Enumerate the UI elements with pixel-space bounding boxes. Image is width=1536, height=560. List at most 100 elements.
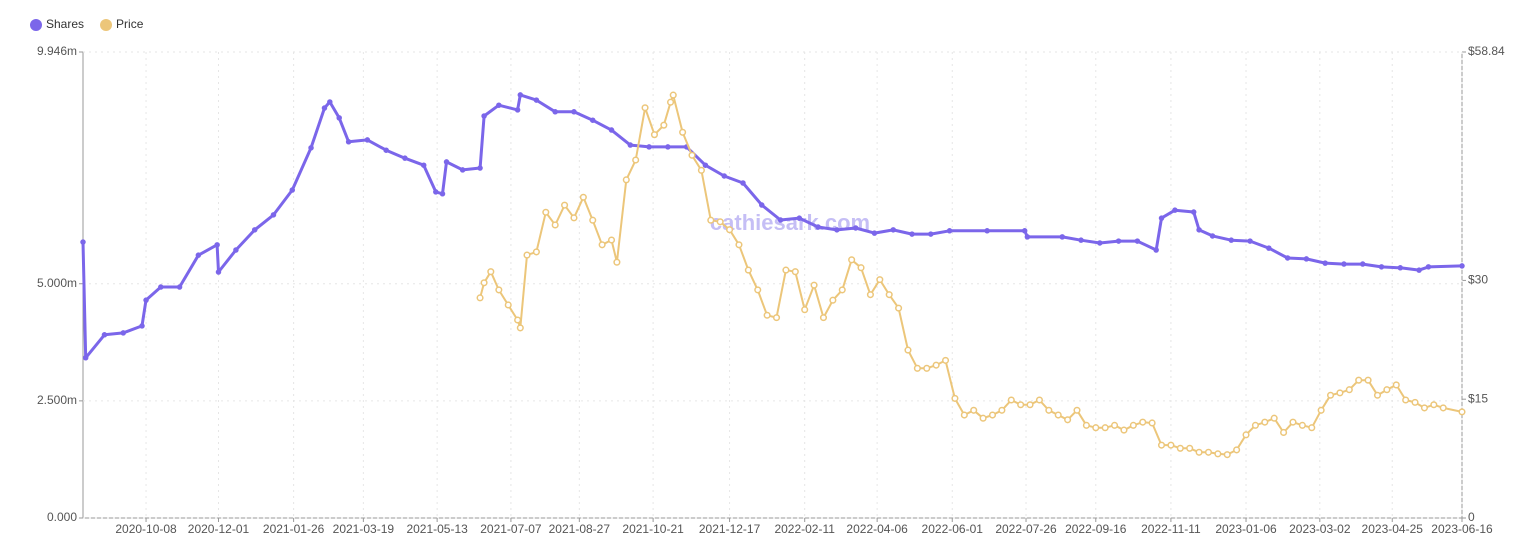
data-point bbox=[523, 251, 531, 259]
data-point bbox=[1439, 404, 1447, 412]
data-point bbox=[622, 176, 630, 184]
x-tick-label: 2023-04-25 bbox=[1362, 522, 1424, 536]
data-point bbox=[1026, 401, 1034, 409]
data-point bbox=[876, 276, 884, 284]
x-tick-label: 2023-01-06 bbox=[1215, 522, 1277, 536]
data-point bbox=[796, 215, 803, 221]
data-point bbox=[495, 286, 503, 294]
data-point bbox=[1359, 261, 1366, 267]
data-point bbox=[1378, 264, 1385, 270]
data-point bbox=[754, 286, 762, 294]
data-point bbox=[848, 256, 856, 264]
data-point bbox=[1045, 406, 1053, 414]
data-point bbox=[1148, 419, 1156, 427]
legend-swatch bbox=[100, 19, 113, 31]
data-point bbox=[1280, 428, 1288, 437]
data-point bbox=[433, 189, 439, 195]
data-point bbox=[866, 291, 874, 299]
data-point bbox=[289, 187, 296, 193]
data-point bbox=[589, 216, 597, 224]
data-point bbox=[1196, 227, 1202, 233]
data-point bbox=[1270, 414, 1278, 422]
data-point bbox=[744, 266, 752, 274]
x-tick-label: 2022-09-16 bbox=[1065, 522, 1127, 536]
x-tick-label: 2023-03-02 bbox=[1289, 522, 1351, 536]
data-point bbox=[1115, 238, 1122, 244]
data-point bbox=[810, 281, 818, 289]
data-point bbox=[1458, 408, 1466, 416]
data-point bbox=[321, 105, 328, 111]
data-point bbox=[514, 107, 521, 113]
data-point bbox=[984, 228, 990, 234]
data-point bbox=[1322, 260, 1328, 266]
x-tick-label: 2021-08-27 bbox=[549, 522, 611, 536]
data-point bbox=[960, 411, 968, 419]
data-point bbox=[772, 314, 781, 322]
x-tick-label: 2021-05-13 bbox=[406, 522, 468, 536]
data-point bbox=[669, 91, 677, 99]
data-point bbox=[740, 180, 746, 186]
data-point bbox=[1017, 401, 1025, 409]
data-point bbox=[570, 214, 578, 222]
data-point bbox=[988, 411, 997, 419]
data-point bbox=[702, 162, 709, 168]
data-point bbox=[176, 284, 183, 290]
data-point bbox=[1298, 421, 1306, 429]
data-point bbox=[139, 323, 145, 329]
data-point bbox=[504, 301, 512, 309]
data-point bbox=[829, 296, 837, 304]
data-point bbox=[517, 92, 524, 98]
data-point bbox=[233, 247, 239, 253]
data-point bbox=[941, 356, 950, 364]
data-point bbox=[214, 242, 220, 248]
x-tick-label: 2022-02-11 bbox=[774, 522, 835, 536]
data-point bbox=[667, 98, 675, 106]
watermark: cathiesark.com bbox=[710, 210, 870, 235]
data-point bbox=[215, 269, 222, 275]
data-point bbox=[928, 231, 934, 237]
data-point bbox=[904, 346, 912, 354]
data-point bbox=[195, 252, 202, 258]
data-point bbox=[913, 364, 921, 372]
data-point bbox=[1186, 444, 1194, 452]
x-tick-label: 2021-07-07 bbox=[480, 522, 542, 536]
data-point bbox=[1233, 446, 1241, 454]
data-point bbox=[735, 241, 743, 249]
data-point bbox=[932, 361, 940, 369]
data-point bbox=[420, 162, 427, 168]
data-point bbox=[1195, 448, 1203, 456]
y-tick-label: 2.500m bbox=[37, 393, 77, 407]
data-point bbox=[726, 226, 734, 234]
x-tick-label: 2023-06-16 bbox=[1431, 522, 1493, 536]
data-point bbox=[1416, 267, 1422, 273]
data-point bbox=[402, 155, 408, 161]
data-point bbox=[1303, 256, 1310, 262]
data-point bbox=[998, 406, 1006, 414]
data-point bbox=[1247, 238, 1253, 244]
y-tick-label: 0.000 bbox=[47, 510, 77, 524]
data-point bbox=[1341, 261, 1347, 267]
data-point bbox=[1284, 255, 1291, 261]
data-point bbox=[532, 248, 540, 256]
data-point bbox=[632, 156, 640, 164]
data-point bbox=[688, 151, 696, 159]
x-tick-label: 2022-11-11 bbox=[1141, 522, 1201, 536]
data-point bbox=[1007, 396, 1015, 404]
data-point bbox=[608, 127, 615, 133]
data-point bbox=[1021, 228, 1028, 234]
data-point bbox=[487, 268, 495, 276]
data-point bbox=[791, 268, 799, 276]
data-point bbox=[777, 217, 784, 223]
data-point bbox=[885, 291, 893, 299]
data-point bbox=[533, 97, 540, 103]
y-tick-label: 5.000m bbox=[37, 276, 77, 290]
data-point bbox=[1425, 264, 1432, 270]
data-point bbox=[1364, 376, 1372, 384]
data-point bbox=[1261, 418, 1269, 426]
data-point bbox=[721, 173, 727, 179]
data-point bbox=[143, 297, 149, 303]
data-point bbox=[516, 324, 524, 332]
data-point bbox=[650, 131, 659, 139]
data-point bbox=[716, 218, 724, 226]
